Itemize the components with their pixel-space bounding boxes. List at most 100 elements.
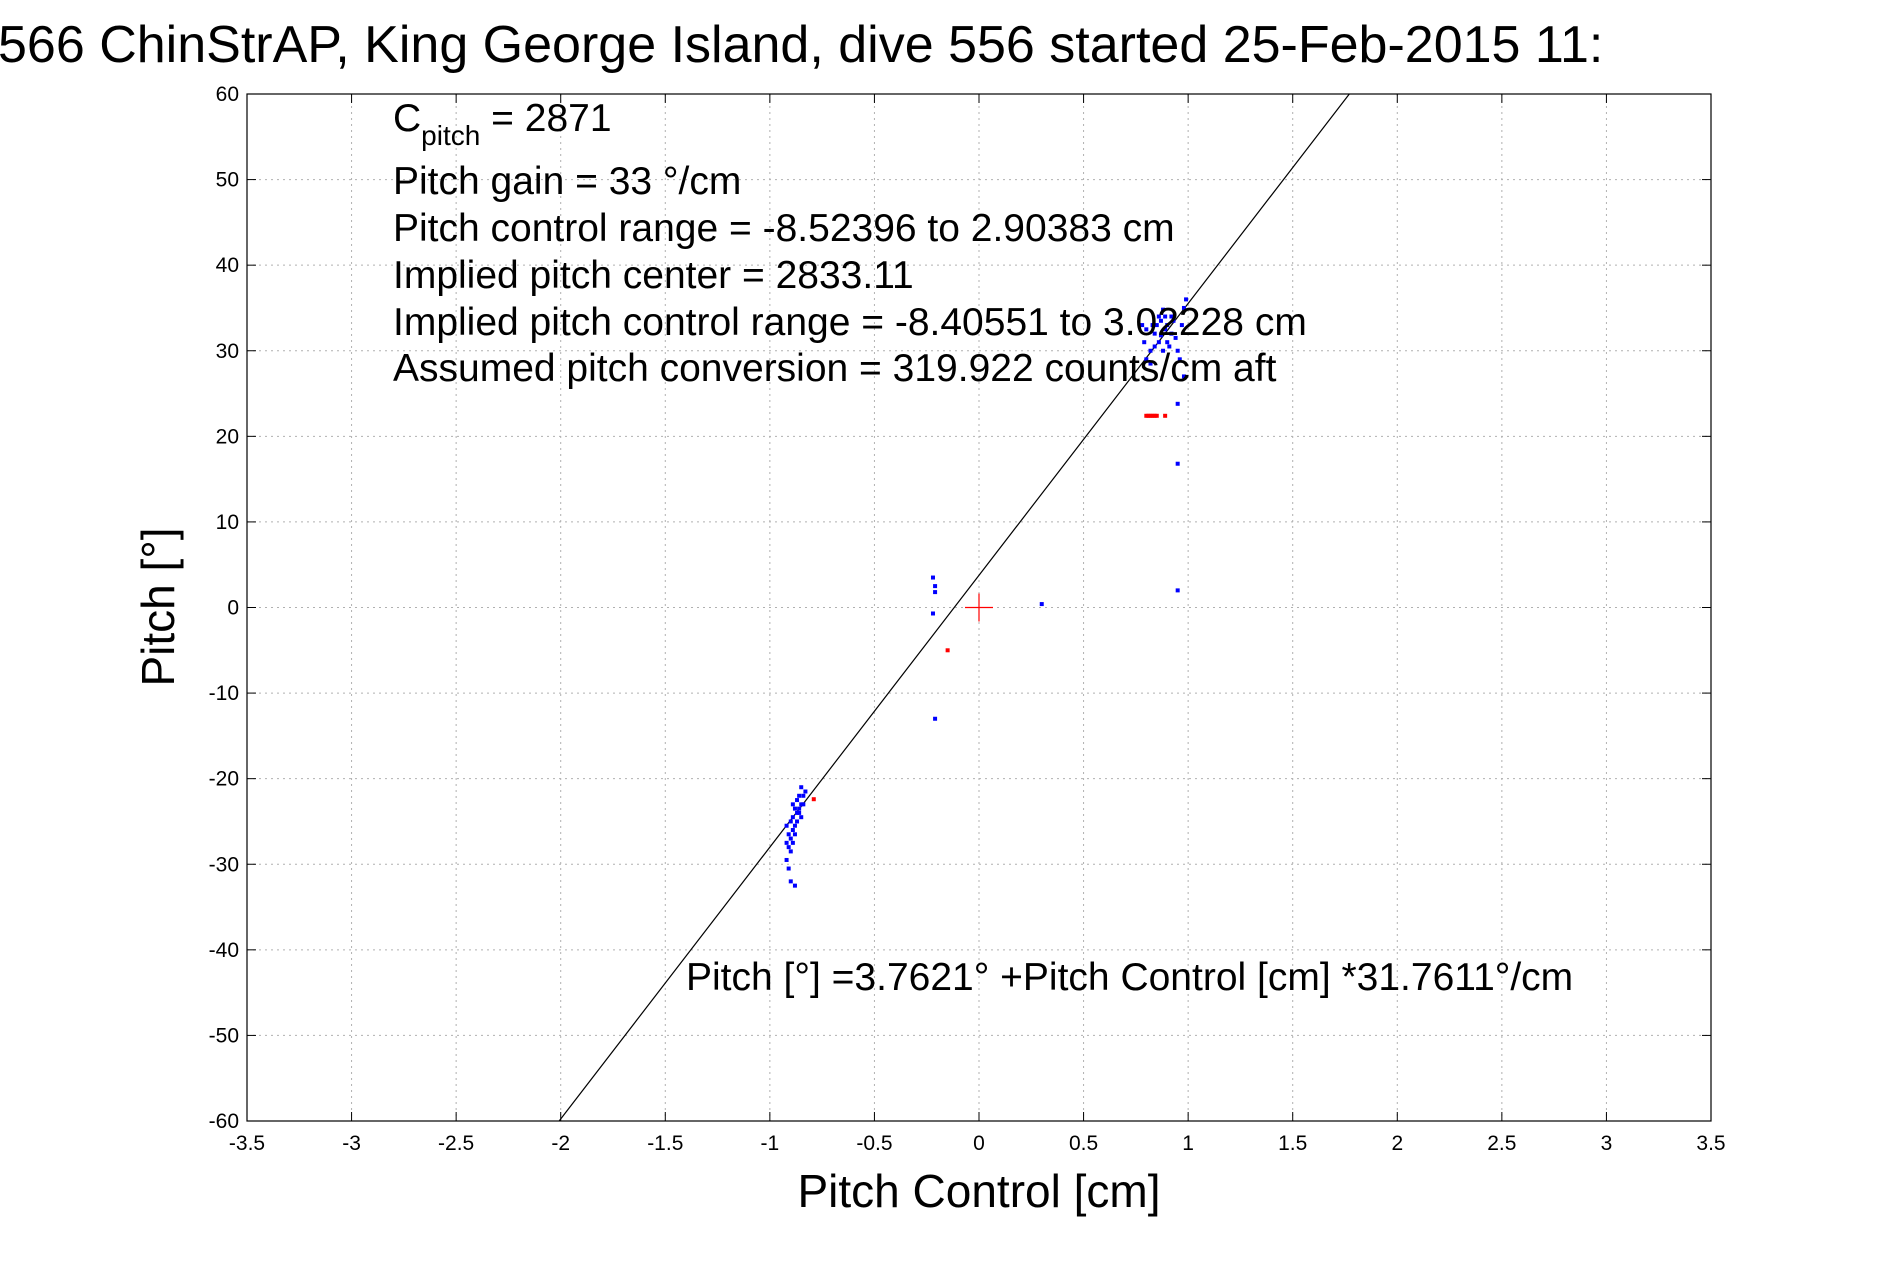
x-tick-label: -2 [551,1132,570,1155]
y-tick-label: -30 [209,853,239,876]
blue-data-point [792,883,797,888]
blue-data-point [933,584,938,589]
blue-data-point [795,819,800,824]
blue-data-point [795,810,800,815]
blue-data-point [786,845,791,850]
x-tick-label: 2 [1391,1132,1403,1155]
blue-data-point [799,802,804,807]
y-axis-ticks: -60 -50 -40 -30 -20 -10 0 10 20 30 40 50 60 [209,83,1711,1133]
blue-data-point [786,832,791,837]
blue-data-point [1169,314,1174,319]
red-data-point [1150,413,1155,418]
blue-data-point [1169,331,1174,336]
y-tick-label: 0 [227,597,239,620]
control-range-annotation: Pitch control range = -8.52396 to 2.9038… [393,207,1175,250]
blue-data-point [1158,333,1163,338]
blue-data-point [1167,344,1172,349]
blue-data-point [1161,307,1166,312]
blue-data-point [790,802,795,807]
y-tick-label: 20 [216,425,239,448]
y-tick-label: -40 [209,939,239,962]
blue-data-point [1175,461,1180,466]
cpitch-subscript: pitch [421,120,480,151]
blue-data-point [797,810,802,815]
cpitch-annotation: Cpitch = 2871 [393,97,612,151]
x-tick-label: 1 [1182,1132,1194,1155]
red-data-point [1144,413,1149,418]
blue-data-point [1142,340,1147,345]
blue-data-point [1156,340,1161,345]
red-data-point [811,797,816,802]
blue-data-point [797,806,802,811]
blue-data-point [933,716,938,721]
fit-line [558,93,1350,1122]
x-tick-label: -0.5 [856,1132,892,1155]
blue-data-point [1140,323,1145,328]
blue-data-point [784,840,789,845]
blue-data-point [801,793,806,798]
y-tick-label: 10 [216,511,239,534]
y-tick-label: -10 [209,682,239,705]
x-axis-ticks: -3.5 -3 -2.5 -2 -1.5 -1 -0.5 0 0.5 1 1.5 2 2.5 3 3.5 [229,94,1726,1155]
y-axis-label: Pitch [°] [132,527,184,686]
annotation-block: Cpitch = 2871 Pitch gain = 33 °/cm Pitch… [393,97,1307,390]
x-tick-label: 3 [1601,1132,1613,1155]
blue-data-point [1175,401,1180,406]
blue-data-point [788,849,793,854]
y-tick-label: 60 [216,83,239,106]
blue-data-point [933,590,938,595]
y-tick-label: -50 [209,1024,239,1047]
blue-data-point [1181,374,1186,379]
blue-data-point [1175,348,1180,353]
red-data-point [1146,413,1151,418]
x-tick-label: 0 [973,1132,985,1155]
blue-data-point [1152,331,1157,336]
blue-data-point [792,806,797,811]
blue-data-point [1181,305,1186,310]
conversion-annotation: Assumed pitch conversion = 319.922 count… [393,347,1277,390]
red-data-point [1152,413,1157,418]
cpitch-value: = 2871 [480,97,611,140]
blue-data-point [1165,340,1170,345]
blue-data-point [1158,318,1163,323]
y-tick-label: -20 [209,768,239,791]
blue-data-point [1173,335,1178,340]
blue-data-point [795,798,800,803]
blue-data-point [1161,348,1166,353]
blue-data-point [801,802,806,807]
pitch-gain-annotation: Pitch gain = 33 °/cm [393,160,741,203]
blue-data-point [784,823,789,828]
blue-data-point [790,815,795,820]
x-tick-label: 2.5 [1487,1132,1516,1155]
blue-data-point [799,815,804,820]
red-data-point [1163,413,1168,418]
blue-data-point [930,611,935,616]
implied-range-annotation: Implied pitch control range = -8.40551 t… [393,301,1307,344]
blue-data-point [792,823,797,828]
blue-data-point [803,789,808,794]
blue-data-point [1163,327,1168,332]
blue-data-point [792,832,797,837]
blue-data-point [1156,314,1161,319]
blue-data-point [1152,344,1157,349]
chart-title: 566 ChinStrAP, King George Island, dive … [0,16,1603,74]
blue-data-point [1175,588,1180,593]
plot-border [246,93,1712,1122]
blue-data-point [1039,602,1044,607]
x-axis-label: Pitch Control [cm] [798,1165,1161,1217]
blue-data-point [1163,314,1168,319]
blue-data-point [790,840,795,845]
x-tick-label: -2.5 [438,1132,474,1155]
y-tick-label: 30 [216,340,239,363]
cpitch-symbol: C [393,97,421,140]
red-data-point [1154,413,1159,418]
blue-data-point [799,785,804,790]
red-data-point [1148,413,1153,418]
blue-data-point [790,828,795,833]
blue-data-point [1144,357,1149,362]
grid [247,94,1711,1121]
blue-data-point [1144,327,1149,332]
implied-center-annotation: Implied pitch center = 2833.11 [393,254,914,297]
blue-data-point [1154,323,1159,328]
y-tick-label: -60 [209,1110,239,1133]
